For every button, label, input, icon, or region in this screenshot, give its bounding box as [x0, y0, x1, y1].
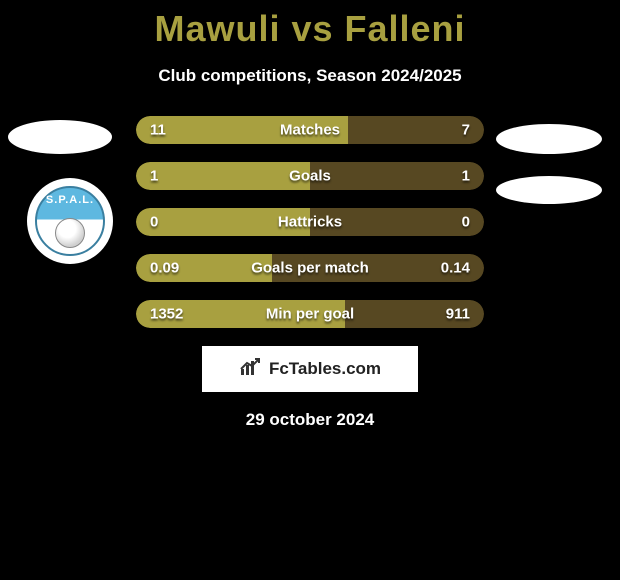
- stat-label: Goals per match: [251, 260, 369, 277]
- stat-value-right: 1: [462, 168, 470, 185]
- page-title: Mawuli vs Falleni: [0, 8, 620, 50]
- stat-bar: 0 0 Hattricks: [136, 208, 484, 236]
- stat-value-left: 0.09: [150, 260, 179, 277]
- stat-bar: 1352 911 Min per goal: [136, 300, 484, 328]
- club-logo-text: S.P.A.L.: [37, 194, 103, 206]
- subtitle: Club competitions, Season 2024/2025: [0, 66, 620, 86]
- stat-bar: 1 1 Goals: [136, 162, 484, 190]
- stat-bar: 0.09 0.14 Goals per match: [136, 254, 484, 282]
- chart-icon: [239, 357, 263, 382]
- bar-segment-right: [310, 162, 484, 190]
- club-logo-ball-icon: [55, 218, 85, 248]
- stat-label: Min per goal: [266, 306, 354, 323]
- stat-value-left: 1: [150, 168, 158, 185]
- player-right-badge-2: [496, 176, 602, 204]
- bar-segment-left: [136, 162, 310, 190]
- stat-value-right: 0: [462, 214, 470, 231]
- stats-bars: 117Matches11Goals00Hattricks0.090.14Goal…: [136, 116, 484, 328]
- club-logo-left: S.P.A.L.: [27, 178, 113, 264]
- source-badge: FcTables.com: [202, 346, 418, 392]
- player-right-badge-1: [496, 124, 602, 154]
- date-text: 29 october 2024: [0, 410, 620, 430]
- stat-value-right: 7: [462, 122, 470, 139]
- stat-label: Hattricks: [278, 214, 342, 231]
- stat-bar: 11 7 Matches: [136, 116, 484, 144]
- stat-value-right: 911: [446, 306, 470, 323]
- stat-value-left: 0: [150, 214, 158, 231]
- stat-label: Goals: [289, 168, 331, 185]
- stat-value-right: 0.14: [441, 260, 470, 277]
- source-text: FcTables.com: [269, 359, 381, 379]
- player-left-badge: [8, 120, 112, 154]
- stat-value-left: 1352: [150, 306, 183, 323]
- stat-value-left: 11: [150, 122, 166, 139]
- stat-label: Matches: [280, 122, 340, 139]
